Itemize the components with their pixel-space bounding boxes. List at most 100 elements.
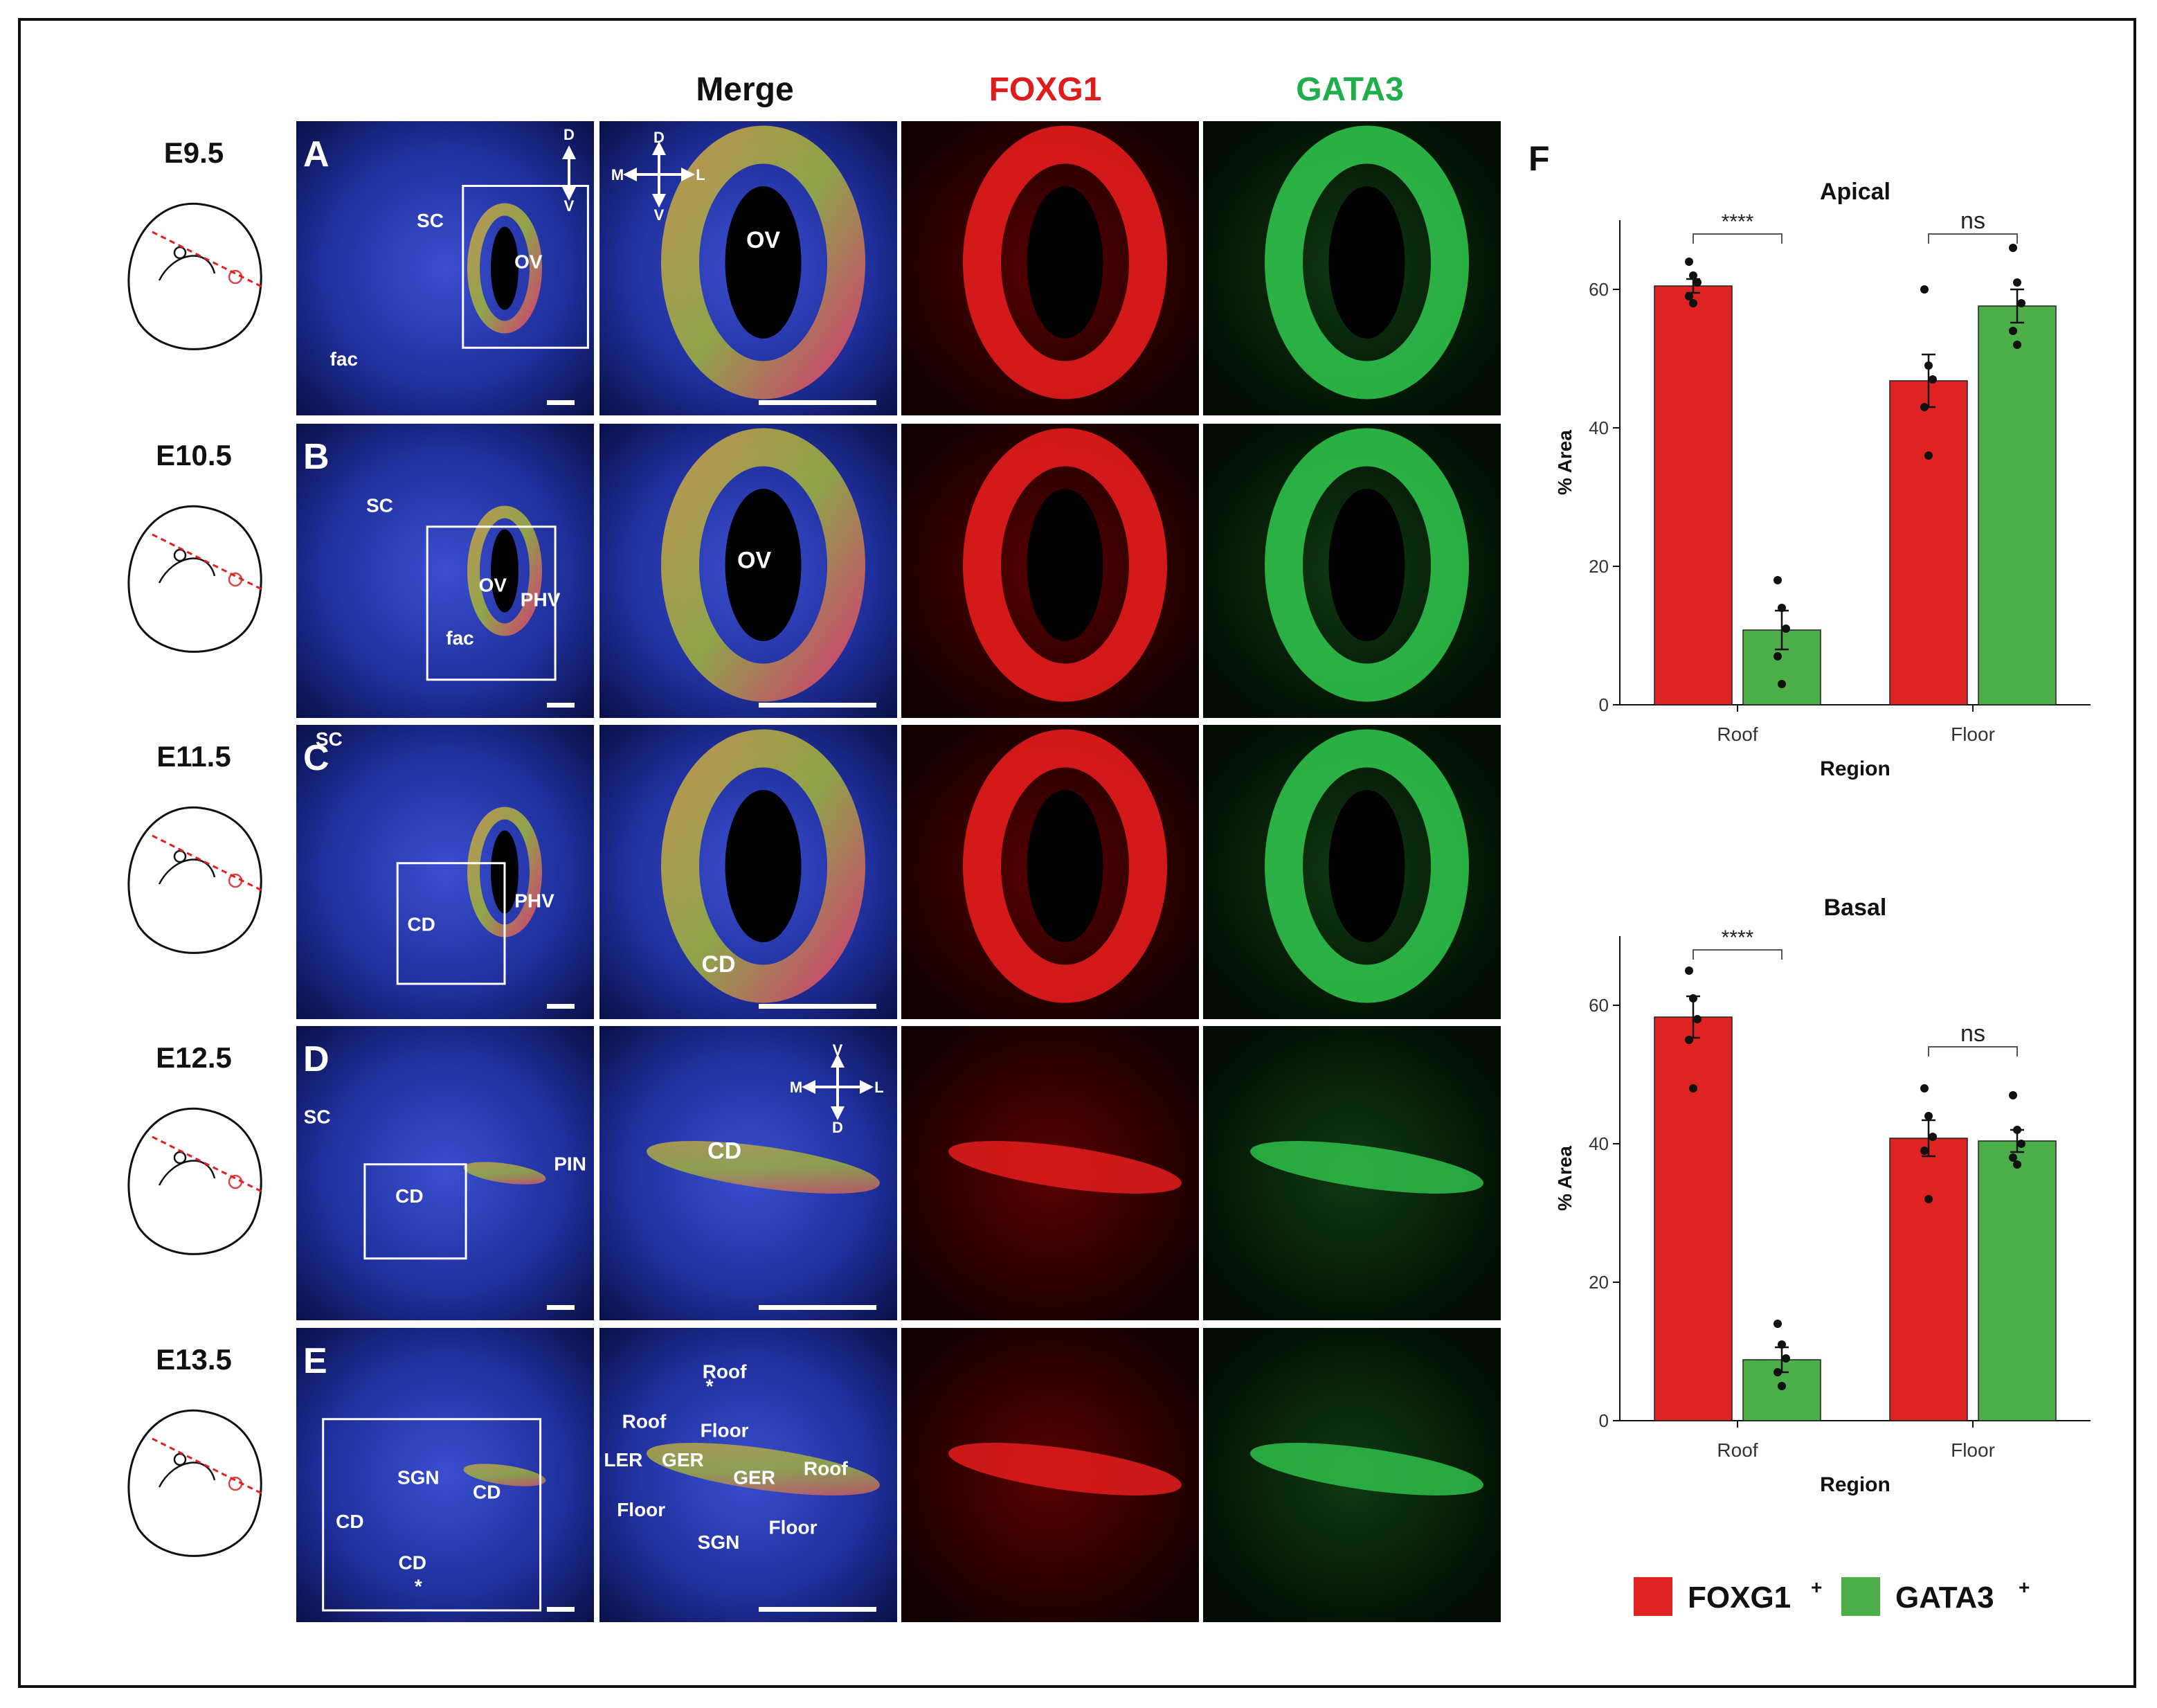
chart-title: Basal [1824,895,1887,921]
duct-shape [647,1141,880,1194]
scale-bar [759,703,876,708]
data-point [1689,994,1697,1003]
significance-bracket [1693,233,1783,244]
inset-box [396,862,506,985]
x-tick-label: Floor [1951,723,1995,745]
duct-shape [1250,1443,1483,1495]
embryo-sketch [127,1409,264,1557]
data-point [1689,271,1697,280]
foxg1-image [901,121,1199,415]
scale-bar [547,1607,575,1612]
data-point [1774,576,1782,584]
x-tick-label: Roof [1717,1439,1758,1461]
scale-bar [547,400,575,405]
overview-label: SC [304,1106,331,1127]
overview-label: PHV [514,890,554,912]
overview-label: CD [398,1552,426,1574]
overview-label: OV [514,251,543,273]
overview-image [296,121,594,415]
duct-shape [948,1443,1182,1495]
merge-label: CD [707,1138,741,1164]
scale-bar [547,1305,575,1310]
y-tick-label: 20 [1589,556,1609,577]
significance-label: **** [1722,926,1754,949]
vesicle-lumen [725,790,802,942]
data-point [2009,1091,2017,1099]
foxg1-image [901,424,1199,718]
chart-title: Apical [1820,179,1890,205]
scale-bar [759,400,876,405]
overview-label: SC [417,210,444,231]
overview-label: SC [316,728,343,750]
overview-image [296,1328,594,1622]
vesicle-ring [963,428,1167,702]
data-point [2013,341,2021,349]
arrow-label-left: M [790,1079,802,1096]
data-point [2017,1140,2025,1148]
foxg1-image [901,1026,1199,1320]
vesicle-lumen [1027,186,1103,339]
significance-bracket [1928,1046,2018,1057]
figure-border [18,18,2136,1688]
data-point [1774,1368,1782,1376]
arrow-label-right: L [874,1079,883,1096]
embryo-eye [173,246,187,260]
panel-letter: B [303,437,330,477]
overview-label: PIN [554,1153,586,1174]
gata3-image [1203,1026,1501,1320]
arrow-label-d: D [563,126,575,143]
legend-swatch [1634,1577,1672,1616]
overview-label: fac [446,627,473,649]
data-point [1924,361,1933,370]
header-merge: Merge [696,71,793,108]
y-tick-label: 0 [1599,694,1609,715]
merge-label: GER [662,1449,704,1471]
embryo-outline [127,1107,262,1255]
duct-shape [1250,1141,1483,1194]
arrow-label-top: V [833,1041,843,1059]
data-point [1778,1340,1786,1349]
data-point [1920,285,1929,294]
merge-label: GER [733,1466,775,1488]
data-point [2013,1126,2021,1134]
section-plane-line [152,231,264,289]
overview-image [296,725,594,1019]
overview-label: * [415,1576,422,1597]
inset-box [363,1163,467,1260]
vesicle-lumen [725,186,802,339]
merge-label: Roof [622,1411,667,1432]
x-tick-label: Floor [1951,1439,1995,1461]
gata3-image [1203,121,1501,415]
data-point [1924,451,1933,460]
section-plane-line [152,834,264,892]
embryo-outline [127,505,262,653]
bar-foxg1-floor [1889,380,1968,705]
panel-letter: C [303,738,330,778]
overview-label: fac [330,348,358,370]
data-point [1924,1195,1933,1203]
overview-label: CD [473,1482,500,1503]
embryo-sketch [127,1107,264,1255]
merge-label: * [706,1376,714,1397]
y-tick-label: 40 [1589,1133,1609,1154]
y-tick-label: 60 [1589,279,1609,300]
vesicle-ring [963,729,1167,1003]
overview-image [296,424,594,718]
row-E9.5: E9.5 A SC OV fac OV [127,121,1501,415]
data-point [1685,258,1693,266]
bar-gata3-floor [1978,305,2057,705]
merge-label: OV [746,227,780,253]
data-point [1920,1084,1929,1093]
embryo-sketch [127,202,264,350]
stage-label: E10.5 [156,439,232,471]
inset-box [462,185,589,349]
legend-label: FOXG1 [1688,1581,1791,1615]
vesicle-ring [1265,729,1469,1003]
embryo-outline [127,1409,262,1557]
data-point [1924,1112,1933,1120]
vesicle-lumen [1328,489,1405,641]
overview-label: CD [395,1185,423,1207]
embryo-outline [127,806,262,954]
overview-label: PHV [521,589,561,611]
